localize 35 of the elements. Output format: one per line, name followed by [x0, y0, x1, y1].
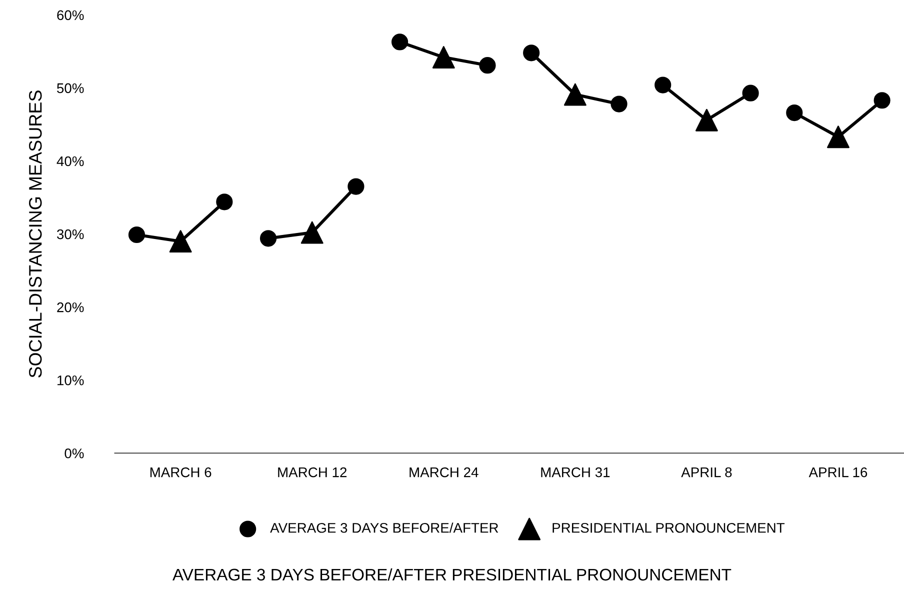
- point: [827, 126, 850, 148]
- y-tick-label: 40%: [56, 156, 84, 166]
- point: [742, 84, 759, 102]
- y-tick-label: 0%: [64, 448, 84, 458]
- x-tick-label: MARCH 6: [150, 467, 212, 478]
- point: [260, 230, 277, 247]
- point: [523, 44, 540, 62]
- point: [479, 57, 496, 74]
- point: [874, 92, 890, 109]
- point: [695, 108, 718, 132]
- point: [564, 83, 586, 106]
- x-tick-label: APRIL 8: [681, 467, 732, 478]
- point: [654, 76, 672, 94]
- point: [128, 226, 146, 244]
- point: [432, 46, 455, 69]
- point: [169, 230, 192, 253]
- y-tick-label: 20%: [57, 302, 84, 312]
- x-tick-label: MARCH 31: [541, 467, 610, 478]
- point: [610, 96, 628, 112]
- x-tick-label: MARCH 12: [278, 467, 347, 478]
- y-axis-title: SOCIAL-DISTANCING MEASURES: [28, 90, 42, 378]
- legend-label: PRESIDENTIAL PRONOUNCEMENT: [552, 522, 785, 533]
- x-tick-label: APRIL 16: [808, 467, 868, 478]
- legend-label: AVERAGE 3 DAYS BEFORE/AFTER: [270, 522, 498, 533]
- y-tick-label: 10%: [58, 375, 84, 386]
- y-tick-label: 50%: [57, 83, 84, 94]
- point: [391, 34, 408, 50]
- y-tick-label: 30%: [56, 229, 84, 240]
- point: [216, 194, 233, 210]
- y-tick-label: 60%: [57, 10, 84, 20]
- point: [786, 104, 803, 122]
- point: [348, 178, 364, 195]
- text: AVERAGE 3 DAYS BEFORE/AFTER PRESIDENTIAL PRONOUNCEMENT: [172, 568, 732, 581]
- point: [300, 221, 324, 244]
- x-tick-label: MARCH 24: [410, 467, 478, 478]
